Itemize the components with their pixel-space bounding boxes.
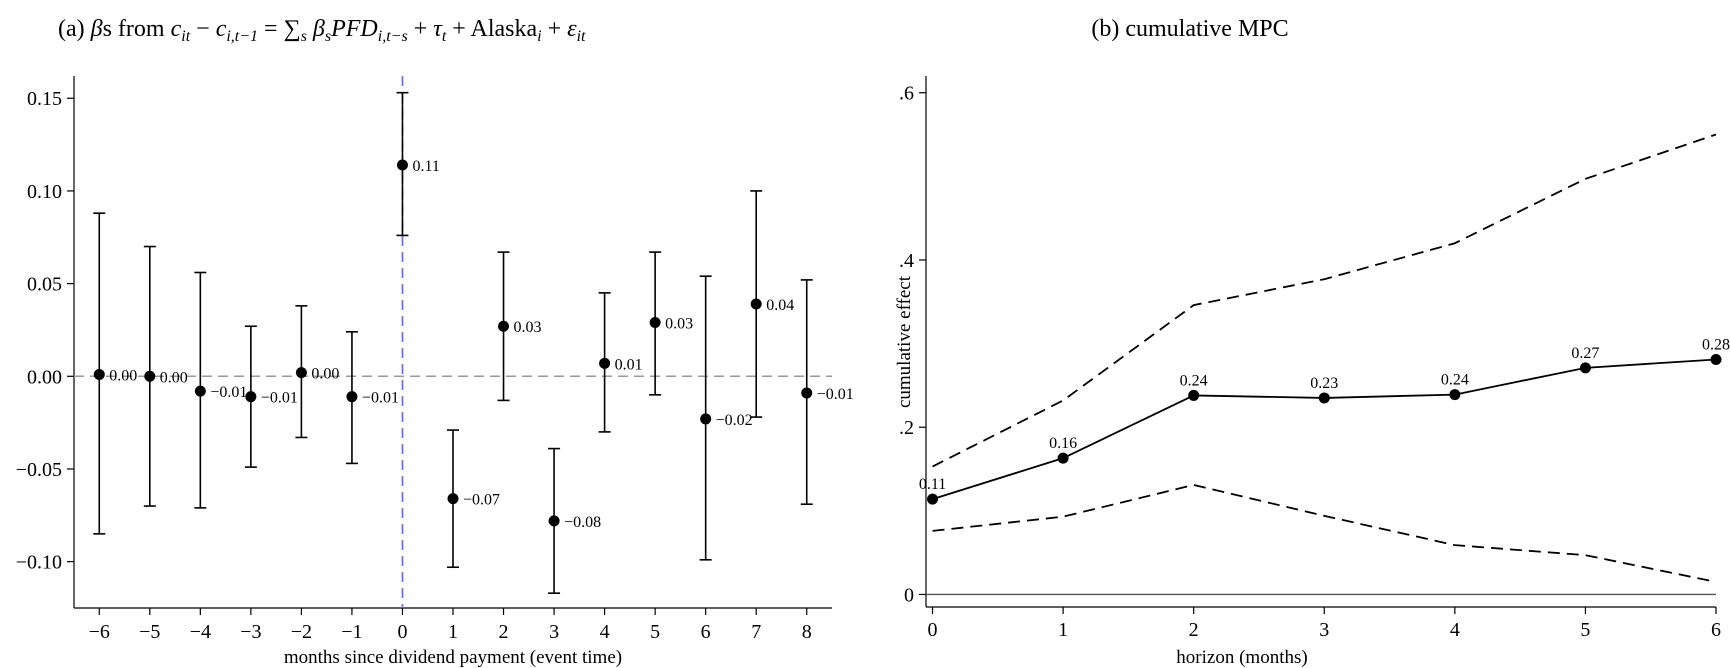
panel-a-x-tick-label: −5	[139, 621, 160, 643]
panel-a-x-tick-label: 4	[600, 621, 610, 643]
panel-a-x-axis-label: months since dividend payment (event tim…	[284, 647, 622, 668]
panel-a-y-tick-label: 0.10	[27, 181, 62, 203]
panel-b-x-tick-label: 4	[1450, 619, 1460, 641]
panel-a-x-tick-label: −3	[240, 621, 261, 643]
panel-a-point-label: −0.01	[261, 390, 298, 407]
panel-b-title: (b) cumulative MPC	[1091, 16, 1288, 42]
panel-a-x-tick-label: 7	[751, 621, 761, 643]
panel-a-point	[447, 493, 459, 505]
panel-b-upper-ci-line	[932, 133, 1717, 468]
panel-b-point	[1188, 389, 1200, 401]
panel-b-point-label: 0.27	[1571, 345, 1599, 362]
panel-a-point	[498, 320, 510, 332]
panel-a-point-label: 0.03	[665, 316, 693, 333]
panel-a-point-label: −0.08	[564, 514, 601, 531]
panel-a-point-label: −0.01	[817, 386, 854, 403]
panel-a-point-label: −0.01	[210, 384, 247, 401]
panel-b-point	[927, 493, 939, 505]
panel-b-point	[1318, 392, 1330, 404]
panel-a-point	[144, 370, 156, 382]
panel-a-point-label: 0.00	[311, 366, 339, 383]
panel-a-y-tick-label: −0.05	[16, 459, 62, 481]
panel-b-point-label: 0.24	[1441, 372, 1469, 389]
panel-b-point-label: 0.11	[919, 476, 946, 493]
panel-b-point-label: 0.28	[1702, 336, 1730, 353]
panel-a-point	[295, 367, 307, 379]
panel-a-y-tick-label: 0.15	[27, 88, 62, 110]
panel-a-point	[548, 515, 560, 527]
panel-a-point	[801, 387, 813, 399]
panel-a-y-tick-label: 0.00	[27, 366, 62, 388]
panel-a-x-tick-label: 5	[650, 621, 660, 643]
panel-a-y-tick-label: −0.10	[16, 552, 62, 574]
panel-b-lower-ci-line	[932, 483, 1717, 583]
panel-b-y-tick-label: .4	[899, 250, 914, 272]
panel-a-x-tick-label: 6	[701, 621, 711, 643]
panel-a-point	[599, 357, 611, 369]
panel-a-point-label: −0.01	[362, 390, 399, 407]
panel-a-x-tick-label: −1	[341, 621, 362, 643]
panel-a-point-label: 0.00	[160, 369, 188, 386]
panel-a-point	[700, 413, 712, 425]
panel-a-x-tick-label: 8	[802, 621, 812, 643]
panel-b-y-tick-label: 0	[904, 584, 914, 606]
panel-a-point	[346, 391, 358, 403]
panel-b-x-axis-label: horizon (months)	[1176, 647, 1307, 668]
panel-b-plot: 0 .2 .4 .6 0 1 2 3 4 5 6 0.11 0.16 0.24 0.23 0.24 0.27 0.…	[899, 76, 1730, 641]
panel-b-x-tick-label: 3	[1319, 619, 1329, 641]
panel-a-x-tick-label: 1	[448, 621, 458, 643]
panel-a-point-label: 0.04	[766, 297, 794, 314]
panel-a-x-tick-label: −4	[190, 621, 211, 643]
panel-a-point-label: 0.11	[412, 158, 439, 175]
panel-b-point	[1057, 452, 1069, 464]
panel-a-x-tick-label: −2	[291, 621, 312, 643]
panel-a-plot: 0.15 0.10 0.05 0.00 −0.05 −0.10 −6 −5 −4 −3 −2 −1 0 1…	[16, 76, 854, 643]
panel-b-x-tick-label: 0	[928, 619, 938, 641]
panel-a-x-tick-label: −6	[89, 621, 110, 643]
panel-a-point-label: 0.03	[514, 319, 542, 336]
panel-a-y-tick-label: 0.05	[27, 274, 62, 296]
panel-b-point-label: 0.23	[1310, 375, 1338, 392]
panel-a-point	[93, 368, 105, 380]
panel-b-y-axis-label: cumulative effect	[894, 275, 915, 408]
panel-b-x-tick-label: 5	[1580, 619, 1590, 641]
panel-b-x-tick-label: 2	[1189, 619, 1199, 641]
panel-a-point	[750, 298, 762, 310]
panel-b-x-tick-label: 6	[1711, 619, 1721, 641]
panel-a-point	[649, 317, 661, 329]
panel-a-point-label: 0.00	[109, 367, 137, 384]
panel-b-y-tick-label: .6	[899, 83, 914, 105]
panel-a-point-label: −0.07	[463, 492, 500, 509]
panel-b-point-label: 0.24	[1180, 372, 1208, 389]
panel-b-point	[1579, 362, 1591, 374]
panel-a-point	[245, 391, 257, 403]
panel-b-y-tick-label: .2	[899, 417, 914, 439]
panel-a-point	[396, 159, 408, 171]
panel-b-point	[1449, 389, 1461, 401]
panel-a-point-label: 0.01	[615, 356, 643, 373]
panel-a-x-tick-label: 0	[397, 621, 407, 643]
panel-b-point	[1710, 353, 1722, 365]
panel-a-point	[194, 385, 206, 397]
panel-a-x-tick-label: 2	[499, 621, 509, 643]
panel-a-x-tick-label: 3	[549, 621, 559, 643]
panel-b-x-tick-label: 1	[1058, 619, 1068, 641]
panel-a-point-label: −0.02	[716, 412, 753, 429]
panel-a-title: (a) βs from cit − ci,t−1 = ∑s βsPFDi,t−s…	[58, 16, 586, 45]
panel-b-point-label: 0.16	[1049, 435, 1077, 452]
